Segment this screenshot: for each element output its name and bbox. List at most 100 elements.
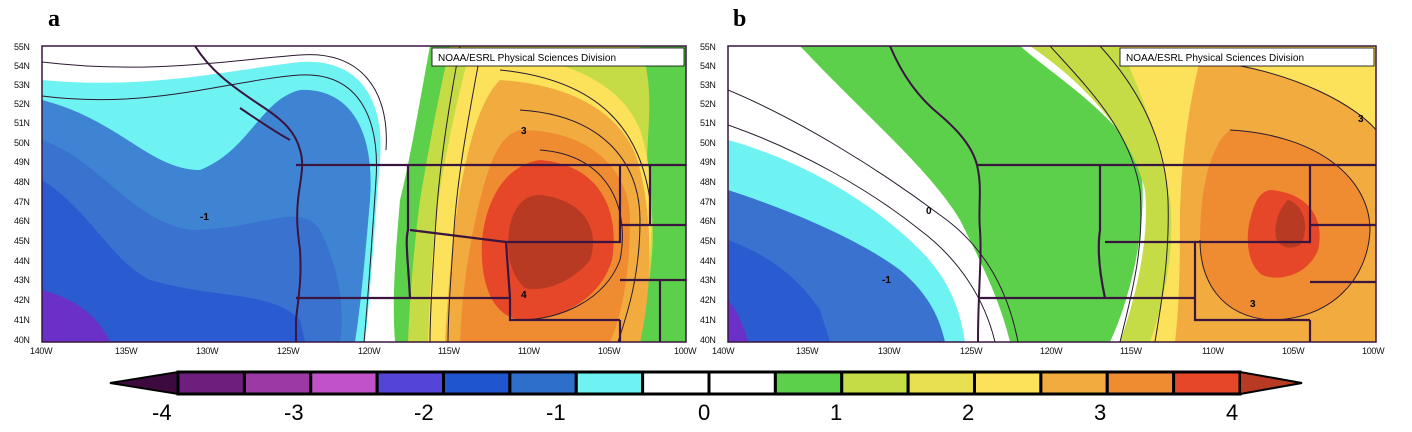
panel-b-xtick: 120W — [1040, 346, 1063, 356]
panel-a-ytick: 41N — [14, 315, 30, 325]
field-a-purple — [42, 290, 110, 342]
colorbar-swatch — [906, 370, 976, 396]
panel-b-coastline — [889, 46, 982, 342]
panel-a-xtick: 140W — [30, 346, 53, 356]
panel-a-ytick: 53N — [14, 80, 30, 90]
field-b-darkred — [1275, 200, 1306, 248]
panel-b-ytick: 41N — [700, 315, 716, 325]
colorbar-swatch — [176, 370, 246, 396]
colorbar-arrow-left — [109, 370, 179, 396]
panel-b-contour-label-2: -1 — [882, 275, 891, 286]
panel-b-ytick: 53N — [700, 80, 716, 90]
colorbar-swatch — [773, 370, 844, 396]
panel-b-credit-box — [1119, 47, 1375, 67]
panel-a-ytick: 45N — [14, 236, 30, 246]
panel-a-y-axis: 55N 54N 53N 52N 51N 50N 49N 48N 47N 46N … — [14, 42, 30, 345]
panel-b-ytick: 52N — [700, 99, 716, 109]
field-a-blue-3 — [42, 180, 305, 342]
colorbar-swatch — [574, 370, 645, 396]
panel-a-field — [42, 46, 686, 342]
panel-b-frame — [727, 45, 1377, 343]
panel-a-contour-label-3: 4 — [521, 290, 527, 301]
panel-a-contour-label-2: 3 — [521, 126, 527, 137]
panel-a-ytick: 55N — [14, 42, 30, 52]
panel-a-x-axis: 140W 135W 130W 125W 120W 115W 110W 105W … — [30, 346, 697, 356]
panel-a-ytick: 46N — [14, 216, 30, 226]
panel-a-map: NOAA/ESRL Physical Sciences Division -1 … — [14, 42, 697, 356]
colorbar-label: -4 — [152, 400, 172, 425]
panel-b-field — [728, 46, 1376, 342]
panel-a-ytick: 52N — [14, 99, 30, 109]
panel-a-ytick: 40N — [14, 335, 30, 345]
panel-b-x-axis: 140W 135W 130W 125W 120W 115W 110W 105W … — [712, 346, 1385, 356]
panel-b-ytick: 49N — [700, 157, 716, 167]
panel-b-ytick: 45N — [700, 236, 716, 246]
panel-a-ytick: 42N — [14, 295, 30, 305]
panel-b-ytick: 50N — [700, 138, 716, 148]
panel-a-coastline — [194, 46, 304, 342]
panel-b-map: NOAA/ESRL Physical Sciences Division 0 -… — [700, 42, 1385, 356]
colorbar-swatch — [707, 370, 777, 396]
colorbar-swatch — [375, 370, 445, 396]
panel-b-xtick: 125W — [960, 346, 983, 356]
panel-a-credit-box — [431, 47, 685, 67]
panel-a-ytick: 50N — [14, 138, 30, 148]
colorbar-swatch — [309, 370, 379, 396]
colorbar-labels: -4 -3 -2 -1 0 1 2 3 4 — [152, 400, 1238, 425]
panel-a-ytick: 49N — [14, 157, 30, 167]
panel-a-ytick: 44N — [14, 256, 30, 266]
panel-b-xtick: 140W — [712, 346, 735, 356]
panel-b-xtick: 115W — [1120, 346, 1142, 356]
panel-a-ytick: 43N — [14, 275, 30, 285]
colorbar-label: -2 — [414, 400, 434, 425]
panel-a-xtick: 115W — [438, 346, 460, 356]
colorbar-swatch — [840, 370, 910, 396]
panel-b-ytick: 40N — [700, 335, 716, 345]
colorbar-label: 2 — [962, 400, 974, 425]
panel-b-letter: b — [733, 6, 747, 32]
colorbar-label: -3 — [284, 400, 304, 425]
colorbar-swatch — [1105, 370, 1176, 396]
panel-b-ytick: 47N — [700, 197, 716, 207]
panel-a-state-borders — [296, 163, 686, 342]
panel-a-ytick: 51N — [14, 118, 30, 128]
panel-b-xtick: 105W — [1282, 346, 1305, 356]
panel-a-credit: NOAA/ESRL Physical Sciences Division — [438, 53, 616, 64]
panel-b-ytick: 51N — [700, 118, 716, 128]
field-b-green — [800, 46, 1143, 342]
panel-a-xtick: 120W — [358, 346, 381, 356]
panel-a-xtick: 130W — [196, 346, 219, 356]
colorbar-swatch — [242, 370, 313, 396]
panel-a-xtick: 135W — [115, 346, 138, 356]
panel-b-ytick: 54N — [700, 61, 716, 71]
field-b-purple — [728, 300, 748, 342]
panel-b-contour-label-1: 0 — [926, 206, 932, 217]
colorbar-swatch — [1172, 370, 1242, 396]
panel-b-ytick: 48N — [700, 177, 716, 187]
panel-b-ytick: 44N — [700, 256, 716, 266]
panel-a-frame — [41, 45, 687, 343]
panel-a-ytick: 48N — [14, 177, 30, 187]
panel-b-credit: NOAA/ESRL Physical Sciences Division — [1126, 53, 1304, 64]
panel-a-xtick: 100W — [674, 346, 697, 356]
panel-a-letter: a — [48, 6, 60, 32]
colorbar — [109, 370, 1303, 396]
panel-b-xtick: 110W — [1202, 346, 1224, 356]
panel-a-ytick: 47N — [14, 197, 30, 207]
panel-a-contour-label-1: -1 — [200, 212, 209, 223]
colorbar-swatch — [1039, 370, 1109, 396]
field-b-blue-2 — [728, 240, 830, 342]
panel-b-ytick: 43N — [700, 275, 716, 285]
panel-a-xtick: 125W — [277, 346, 300, 356]
colorbar-label: 3 — [1094, 400, 1106, 425]
colorbar-swatch — [973, 370, 1043, 396]
panel-b-ytick: 55N — [700, 42, 716, 52]
panel-b-ytick: 46N — [700, 216, 716, 226]
panel-b-ytick: 42N — [700, 295, 716, 305]
panel-b-xtick: 135W — [796, 346, 819, 356]
colorbar-label: 0 — [698, 400, 710, 425]
panel-b-state-borders — [978, 163, 1376, 342]
panel-b-contour-label-3: 3 — [1358, 114, 1364, 125]
colorbar-label: 4 — [1226, 400, 1238, 425]
